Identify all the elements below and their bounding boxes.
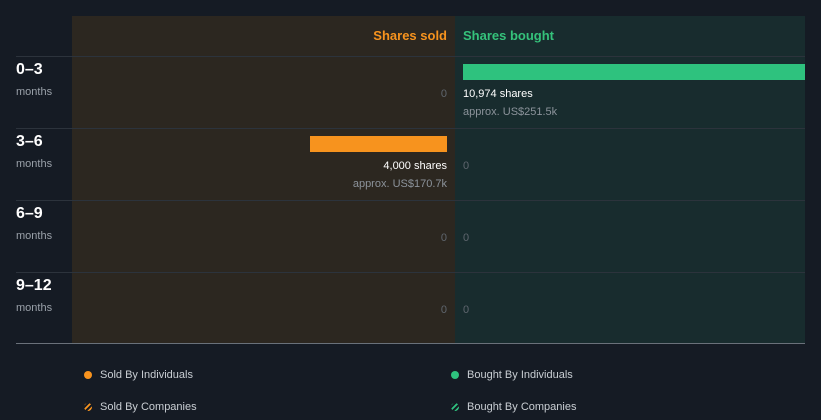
legend-label: Bought By Individuals — [467, 369, 573, 381]
header-shares-sold: Shares sold — [373, 28, 447, 43]
sold-bar — [310, 136, 447, 152]
baseline — [16, 343, 805, 344]
sold-shares-label: 4,000 shares — [383, 160, 447, 172]
sold-approx-label: approx. US$170.7k — [352, 178, 447, 190]
legend-solid-swatch — [84, 371, 92, 379]
legend-label: Sold By Individuals — [100, 369, 193, 381]
period-unit: months — [16, 302, 53, 314]
row-divider — [16, 272, 805, 273]
bought-approx-label: approx. US$251.5k — [463, 106, 558, 118]
row-divider — [16, 128, 805, 129]
bought-bar — [463, 64, 805, 80]
row-divider — [16, 200, 805, 201]
sold-zero-label: 0 — [440, 232, 447, 244]
period-label: 6–9 — [16, 205, 43, 222]
sold-zero-label: 0 — [440, 304, 447, 316]
period-label: 9–12 — [16, 277, 52, 294]
period-label: 0–3 — [16, 61, 43, 78]
period-unit: months — [16, 86, 53, 98]
period-label: 3–6 — [16, 133, 43, 150]
period-unit: months — [16, 158, 53, 170]
bought-zero-label: 0 — [463, 304, 470, 316]
header-shares-bought: Shares bought — [463, 28, 555, 43]
legend-label: Bought By Companies — [467, 401, 577, 413]
legend-hatched-swatch — [84, 403, 92, 411]
bought-zero-label: 0 — [463, 160, 470, 172]
legend-hatched-swatch — [451, 403, 459, 411]
sold-panel — [72, 16, 455, 343]
bought-zero-label: 0 — [463, 232, 470, 244]
sold-zero-label: 0 — [440, 88, 447, 100]
legend-solid-swatch — [451, 371, 459, 379]
row-divider — [16, 56, 805, 57]
bought-shares-label: 10,974 shares — [463, 88, 533, 100]
legend-label: Sold By Companies — [100, 401, 197, 413]
period-unit: months — [16, 230, 53, 242]
